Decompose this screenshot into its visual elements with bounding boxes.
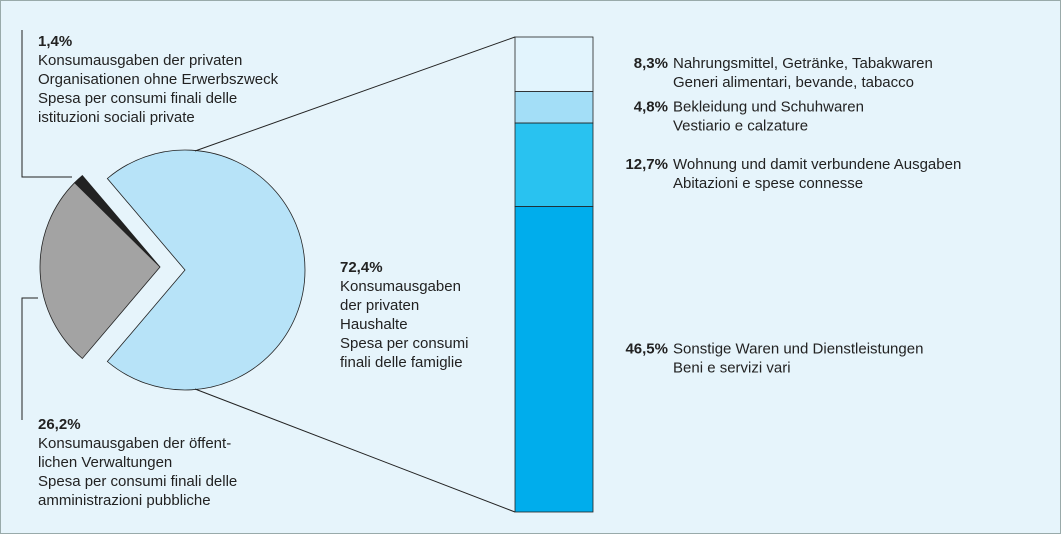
- bar-label: Vestiario e calzature: [673, 117, 808, 134]
- bar-label: Wohnung und damit verbundene Ausgaben: [673, 156, 961, 173]
- pie-slice: [39, 182, 161, 360]
- bar-segment: [514, 122, 594, 207]
- bar-segment: [514, 206, 594, 513]
- slice-label: istituzioni sociali private: [38, 109, 195, 126]
- slice-value-label: 1,4%: [38, 33, 72, 50]
- bar-value-label: 46,5%: [625, 341, 668, 358]
- bar-value-label: 8,3%: [634, 55, 668, 72]
- slice-label: Spesa per consumi finali delle: [38, 473, 237, 490]
- leader-line: [21, 30, 72, 178]
- connector: [194, 36, 516, 152]
- bar-segment: [514, 36, 594, 92]
- slice-label: Konsumausgaben: [340, 278, 461, 295]
- bar-value-label: 12,7%: [625, 156, 668, 173]
- connector: [194, 388, 516, 513]
- slice-value-label: 26,2%: [38, 416, 81, 433]
- bar-label: Beni e servizi vari: [673, 360, 791, 377]
- slice-label: Haushalte: [340, 316, 408, 333]
- bar-label: Nahrungsmittel, Getränke, Tabakwaren: [673, 55, 933, 72]
- bar-label: Generi alimentari, bevande, tabacco: [673, 74, 914, 91]
- slice-label: Spesa per consumi: [340, 335, 468, 352]
- slice-label: finali delle famiglie: [340, 354, 463, 371]
- slice-label: lichen Verwaltungen: [38, 454, 172, 471]
- bar-segment: [514, 91, 594, 124]
- slice-label: Spesa per consumi finali delle: [38, 90, 237, 107]
- bar-label: Abitazioni e spese connesse: [673, 175, 863, 192]
- slice-label: Konsumausgaben der privaten: [38, 52, 242, 69]
- slice-label: amministrazioni pubbliche: [38, 492, 211, 509]
- pie-slice: [106, 149, 306, 391]
- bar-label: Sonstige Waren und Dienstleistungen: [673, 341, 923, 358]
- bar-value-label: 4,8%: [634, 98, 668, 115]
- slice-value-label: 72,4%: [340, 259, 383, 276]
- slice-label: Organisationen ohne Erwerbszweck: [38, 71, 279, 88]
- slice-label: der privaten: [340, 297, 419, 314]
- bar-label: Bekleidung und Schuhwaren: [673, 98, 864, 115]
- leader-line: [21, 297, 38, 420]
- slice-label: Konsumausgaben der öffent-: [38, 435, 231, 452]
